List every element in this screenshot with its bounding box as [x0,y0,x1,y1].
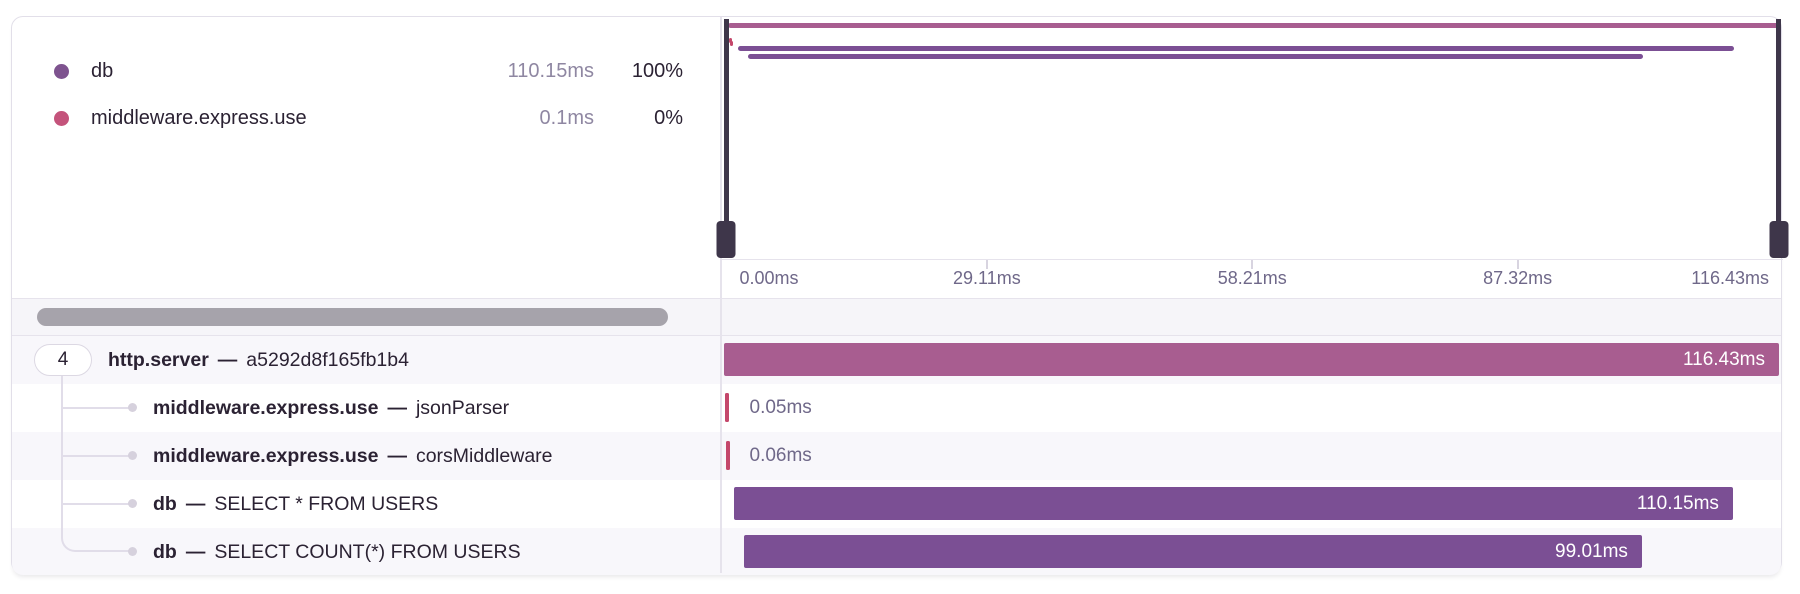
span-time-cell: 116.43ms [722,336,1782,384]
span-duration-label: 0.06ms [749,445,812,466]
span-title: db — SELECT * FROM USERS [153,493,438,516]
legend-op-duration: 0.1ms [539,106,594,129]
axis-tickmark [1516,260,1519,269]
column-divider [720,17,722,573]
span-time-cell: 0.05ms [722,384,1782,432]
span-op: middleware.express.use [153,444,379,467]
span-duration-label: 110.15ms [1636,493,1719,514]
tree-connector-line [62,503,132,505]
span-time-cell: 110.15ms [722,480,1782,528]
span-time-cell: 99.01ms [722,528,1782,575]
span-op: http.server [108,348,209,371]
span-bar-area: 110.15ms [724,480,1780,528]
legend-op-percent: 100% [631,59,683,82]
minimap-span-bar [730,41,734,46]
legend-op-duration: 110.15ms [507,59,594,82]
span-tree-cell: middleware.express.use — corsMiddleware [12,432,720,480]
trace-minimap[interactable] [716,17,1788,259]
span-op: middleware.express.use [153,396,379,419]
span-op-separator: — [387,396,407,419]
ops-breakdown-legend: db 110.15ms 100% middleware.express.use 0.1m… [12,17,720,259]
span-duration-bar[interactable]: 99.01ms [744,535,1642,568]
span-tree-cell: db — SELECT * FROM USERS [12,480,720,528]
minimap-span-bar [748,54,1644,59]
span-duration-label: 99.01ms [1555,541,1628,562]
span-rows: 4 http.server — a5292d8f165fb1b4 116.43ms mid… [12,336,1781,575]
span-op-separator: — [185,492,206,515]
span-title: db — SELECT COUNT(*) FROM USERS [153,541,521,564]
legend-op-percent: 0% [654,106,683,129]
span-row[interactable]: db — SELECT COUNT(*) FROM USERS 99.01ms [12,528,1781,575]
horizontal-scrollbar-thumb[interactable] [37,308,668,326]
span-row[interactable]: db — SELECT * FROM USERS 110.15ms [12,480,1781,528]
span-description: a5292d8f165fb1b4 [246,348,409,371]
span-description: jsonParser [415,396,510,419]
minimap-right-grip[interactable] [1769,221,1788,258]
tree-connector-line [62,407,132,409]
span-title: middleware.express.use — corsMiddleware [153,445,553,468]
trace-waterfall-panel: db 110.15ms 100% middleware.express.use 0.1m… [11,16,1788,575]
axis-tick-label: 29.11ms [953,268,1021,288]
span-duration-tick[interactable] [726,441,730,470]
tree-connector-trunk [61,376,63,526]
legend-item: db 110.15ms 100% [54,55,683,87]
span-description: SELECT * FROM USERS [214,492,439,515]
minimap-span-bar [727,23,1780,28]
legend-color-dot-icon [54,63,69,79]
axis-tick-label: 87.32ms [1483,268,1553,288]
span-tree-cell: middleware.express.use — jsonParser [12,384,720,432]
legend-op-name: middleware.express.use [91,106,307,129]
span-bar-area: 116.43ms [723,336,1779,384]
tree-connector-dot-icon [128,499,137,508]
span-duration-bar[interactable]: 110.15ms [734,487,1733,520]
axis-tick-label: 0.00ms [739,268,799,288]
span-children-count-badge[interactable]: 4 [34,344,92,376]
span-description: corsMiddleware [415,444,553,467]
span-time-cell: 0.06ms [722,432,1782,480]
span-bar-area: 99.01ms [724,528,1780,575]
span-duration-label: 0.05ms [749,397,812,418]
minimap-right-handle[interactable] [1769,19,1788,258]
span-tree-cell: 4 http.server — a5292d8f165fb1b4 [12,336,720,384]
span-op: db [153,540,177,563]
span-tree-cell: db — SELECT COUNT(*) FROM USERS [12,528,720,575]
tree-connector-dot-icon [128,403,137,412]
span-title: middleware.express.use — jsonParser [153,397,509,420]
span-title: http.server — a5292d8f165fb1b4 [108,349,409,372]
axis-tickmark [985,260,988,269]
legend-op-name: db [91,59,114,82]
span-description: SELECT COUNT(*) FROM USERS [214,540,521,563]
span-op-separator: — [185,540,206,563]
axis-tickmark [1251,260,1254,269]
span-duration-label: 116.43ms [1682,349,1765,370]
minimap-left-handle[interactable] [716,19,736,258]
span-op: db [153,492,177,515]
minimap-span-bar [729,38,733,43]
span-row[interactable]: middleware.express.use — corsMiddleware 0.0… [12,432,1781,480]
span-bar-area: 0.05ms [724,384,1780,432]
tree-connector-elbow [61,526,133,552]
legend-item: middleware.express.use 0.1ms 0% [54,102,683,134]
tree-connector-dot-icon [128,451,137,460]
tree-connector-line [62,455,132,457]
span-duration-bar[interactable]: 116.43ms [723,343,1779,376]
horizontal-scrollbar-track[interactable] [12,298,1781,336]
axis-tick-label: 58.21ms [1217,268,1287,288]
time-axis: 0.00ms 29.11ms 58.21ms 87.32ms 116.43ms [721,259,1783,298]
minimap-bars [727,17,1780,259]
span-op-separator: — [217,348,238,371]
minimap-left-grip[interactable] [716,221,736,258]
span-row[interactable]: 4 http.server — a5292d8f165fb1b4 116.43ms [12,336,1781,384]
span-row[interactable]: middleware.express.use — jsonParser 0.05ms [12,384,1781,432]
span-op-separator: — [387,444,407,467]
span-bar-area: 0.06ms [724,432,1780,480]
minimap-span-bar [738,46,1735,51]
span-duration-tick[interactable] [725,393,729,422]
axis-tick-label: 116.43ms [1691,268,1769,288]
legend-color-dot-icon [54,110,69,126]
tree-connector-dot-icon [128,547,137,556]
